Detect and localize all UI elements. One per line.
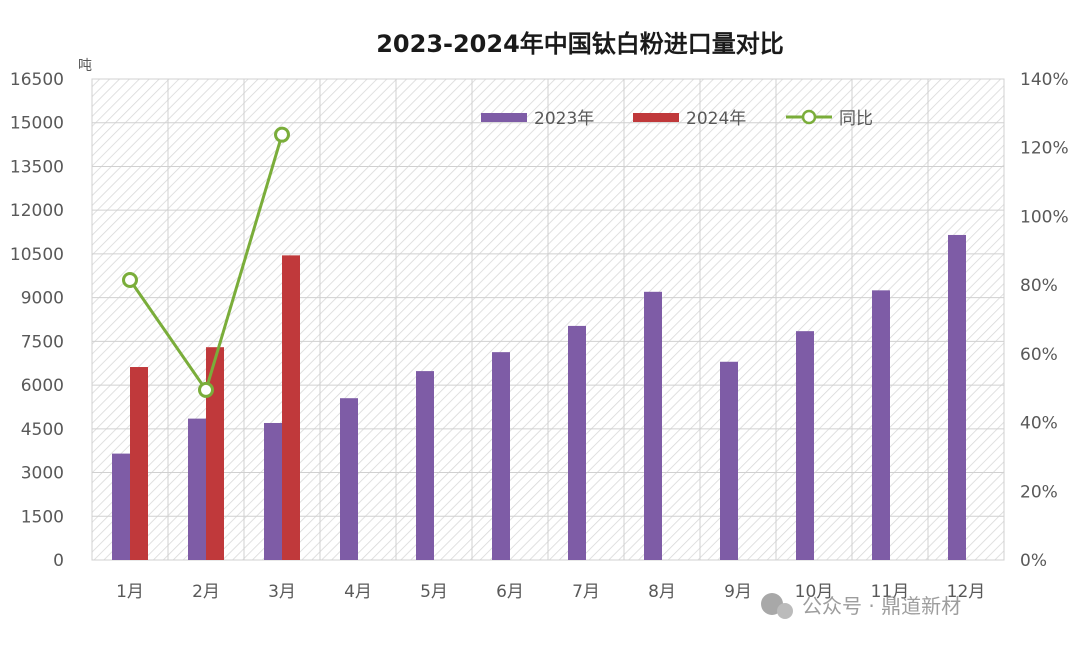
- secondary-y-axis: 0% 20% 40% 60% 80% 100% 120% 140%: [1020, 70, 1069, 571]
- bar-2023年-10月: [796, 331, 814, 560]
- bar-2024年-1月: [130, 367, 148, 560]
- y2-tick-label: 140%: [1020, 70, 1069, 90]
- yoy-line-series: [122, 126, 290, 398]
- y-tick-label: 12000: [10, 201, 64, 221]
- bar-2023年-1月: [112, 453, 130, 560]
- yoy-point: [274, 126, 290, 143]
- chart-title: 2023-2024年中国钛白粉进口量对比: [376, 30, 784, 58]
- y-tick-label: 7500: [21, 332, 64, 352]
- y-tick-label: 9000: [21, 289, 64, 309]
- legend: 2023年 2024年 同比: [481, 109, 873, 129]
- bar-2023年-12月: [948, 234, 966, 560]
- legend-swatch: [481, 113, 527, 122]
- bar-2023年-2月: [188, 418, 206, 560]
- watermark: 公众号 · 鼎道新材: [761, 593, 961, 619]
- x-tick-label: 1月: [116, 582, 144, 602]
- bar-2023年-5月: [416, 371, 434, 560]
- gridlines: [91, 78, 1005, 561]
- y-tick-label: 6000: [21, 376, 64, 396]
- x-tick-label: 6月: [496, 582, 524, 602]
- yoy-point: [198, 381, 214, 398]
- y-tick-label: 3000: [21, 464, 64, 484]
- y2-tick-label: 80%: [1020, 276, 1058, 296]
- legend-swatch: [633, 113, 679, 122]
- y2-tick-label: 100%: [1020, 207, 1069, 227]
- y-tick-label: 10500: [10, 245, 64, 265]
- legend-label: 2023年: [534, 109, 594, 129]
- y-tick-label: 0: [53, 551, 64, 571]
- x-tick-label: 10月: [795, 582, 834, 602]
- y2-tick-label: 40%: [1020, 414, 1058, 434]
- y-tick-label: 4500: [21, 420, 64, 440]
- bar-2023年-8月: [644, 291, 662, 560]
- bar-2023年-6月: [492, 352, 510, 560]
- legend-label: 2024年: [686, 109, 746, 129]
- x-tick-label: 7月: [572, 582, 600, 602]
- y-tick-label: 16500: [10, 70, 64, 90]
- x-tick-label: 12月: [947, 582, 986, 602]
- bar-2023年-7月: [568, 325, 586, 560]
- yoy-point: [122, 271, 138, 288]
- bar-2024年-2月: [206, 347, 224, 560]
- y2-tick-label: 60%: [1020, 345, 1058, 365]
- watermark-text: 公众号 · 鼎道新材: [802, 594, 961, 618]
- bar-2023年-9月: [720, 361, 738, 560]
- x-tick-label: 5月: [420, 582, 448, 602]
- bar-2023年-4月: [340, 398, 358, 560]
- y-axis: 0 1500 3000 4500 6000 7500 9000 10500 12000 13500…: [10, 70, 64, 571]
- x-axis: 1月 2月 3月 4月 5月 6月 7月 8月 9月 10月 11月 12月: [116, 582, 985, 602]
- legend-marker: [801, 109, 817, 125]
- legend-label: 同比: [839, 109, 873, 129]
- x-tick-label: 11月: [871, 582, 910, 602]
- y2-tick-label: 0%: [1020, 551, 1047, 571]
- y-tick-label: 13500: [10, 157, 64, 177]
- bar-2023年-11月: [872, 290, 890, 560]
- bar-2023年-3月: [264, 422, 282, 560]
- y-tick-label: 15000: [10, 114, 64, 134]
- x-tick-label: 3月: [268, 582, 296, 602]
- y2-tick-label: 120%: [1020, 139, 1069, 159]
- x-tick-label: 4月: [344, 582, 372, 602]
- bar-2024年-3月: [282, 255, 300, 560]
- y-tick-label: 1500: [21, 507, 64, 527]
- bars: [112, 234, 966, 560]
- y-axis-unit: 吨: [78, 58, 92, 74]
- x-tick-label: 8月: [648, 582, 676, 602]
- x-tick-label: 9月: [724, 582, 752, 602]
- y2-tick-label: 20%: [1020, 482, 1058, 502]
- x-tick-label: 2月: [192, 582, 220, 602]
- wechat-icon-inner: [777, 603, 793, 619]
